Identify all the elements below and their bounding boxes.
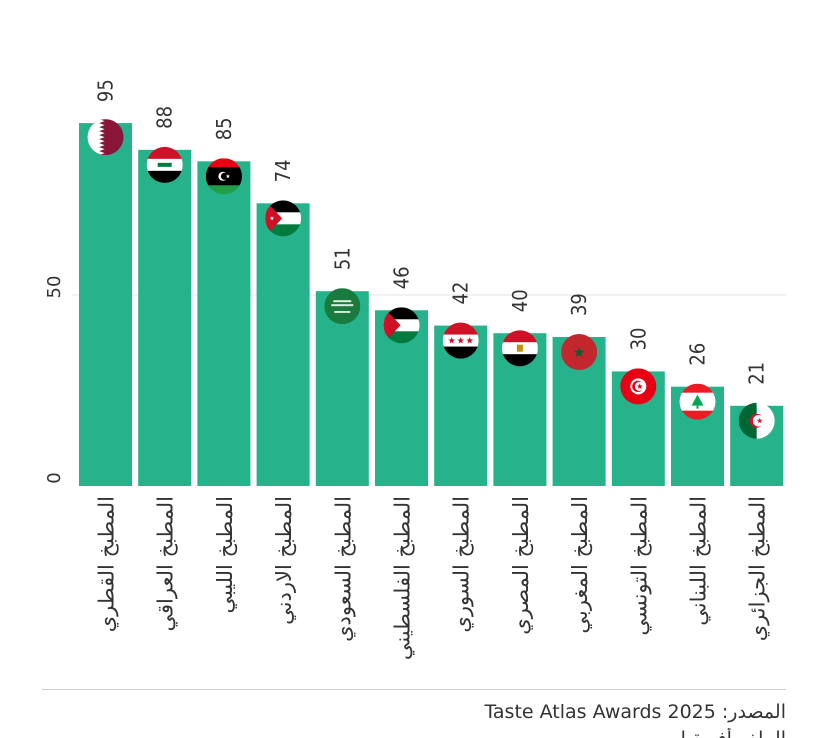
value-label: 40 [508, 289, 532, 312]
category-label: المطبخ الجزائري [746, 496, 770, 641]
source-label: المصدر: [721, 701, 786, 723]
category-label: المطبخ المصري [509, 496, 533, 635]
category-label: المطبخ القطري [95, 496, 119, 632]
jordan-flag-icon [265, 200, 302, 237]
category-label: المطبخ التونسي [627, 496, 651, 636]
morocco-flag-icon [561, 334, 598, 371]
value-label: 85 [212, 117, 236, 140]
bars [79, 123, 784, 487]
bar [79, 123, 132, 486]
value-label: 51 [330, 247, 354, 270]
iraq-flag-icon [146, 146, 183, 183]
bar [138, 149, 192, 486]
algeria-flag-icon [738, 402, 775, 439]
category-label: المطبخ العراقي [154, 496, 178, 632]
value-label: 46 [390, 266, 414, 289]
footer-divider [42, 689, 786, 690]
category-label: المطبخ السعودي [331, 496, 355, 642]
value-labels: 95 88 85 74 51 46 42 40 39 30 26 21 [94, 79, 769, 385]
category-label: المطبخ الليبي [213, 496, 237, 614]
egypt-flag-icon [501, 330, 538, 367]
source-line: المصدر: Taste Atlas Awards 2025 [484, 701, 786, 723]
syria-flag-icon [442, 322, 479, 359]
lebanon-flag-icon [679, 383, 716, 420]
category-label: المطبخ الاردني [272, 496, 296, 625]
value-label: 42 [449, 282, 473, 305]
category-label: المطبخ السوري [450, 496, 474, 633]
flags [87, 119, 775, 439]
y-tick-label: 50 [44, 276, 65, 299]
value-label: 30 [626, 328, 650, 351]
category-labels: المطبخ القطري المطبخ العراقي المطبخ الليبي… [95, 496, 770, 660]
value-label: 95 [94, 79, 118, 102]
bar [197, 161, 251, 487]
y-tick-label: 0 [44, 472, 65, 483]
palestine-flag-icon [383, 307, 420, 344]
category-label: المطبخ اللبناني [687, 496, 711, 626]
category-label: المطبخ المغربي [568, 496, 592, 634]
tunisia-flag-icon [620, 368, 657, 405]
value-label: 39 [567, 293, 591, 316]
category-label: المطبخ الفلسطيني [391, 496, 415, 660]
value-label: 74 [271, 159, 295, 182]
value-label: 26 [686, 343, 710, 366]
libya-flag-icon [205, 158, 242, 195]
value-label: 88 [153, 106, 177, 129]
y-ticks: 0 50 [44, 276, 65, 484]
saudi-arabia-flag-icon [324, 288, 361, 325]
bar [256, 203, 310, 486]
source-value: Taste Atlas Awards 2025 [484, 701, 716, 723]
qatar-flag-icon [87, 119, 124, 156]
credit-line: الملف أفريقيا [681, 728, 786, 738]
value-label: 21 [745, 362, 769, 385]
